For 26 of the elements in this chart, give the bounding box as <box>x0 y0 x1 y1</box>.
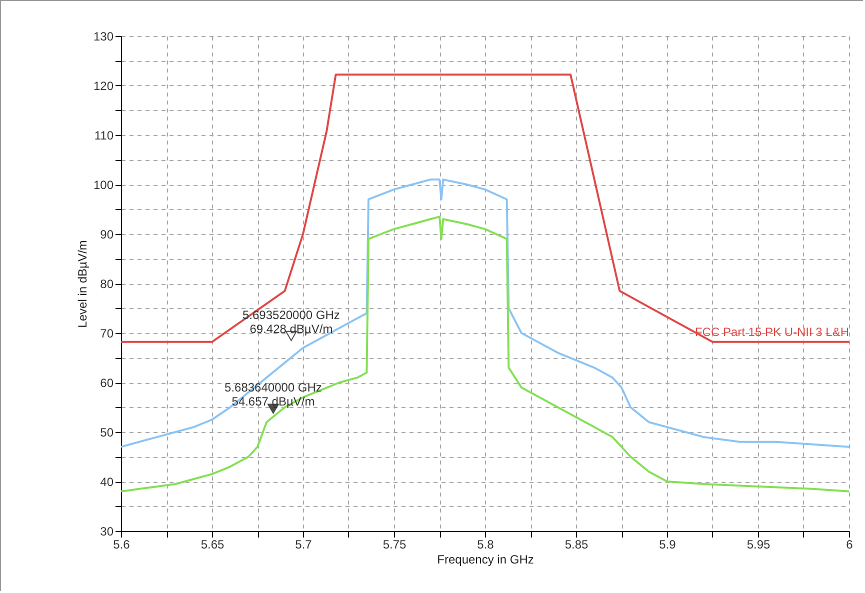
y-tick-label: 120 <box>93 79 114 93</box>
y-tick-label: 80 <box>100 277 114 291</box>
line-series <box>121 178 849 448</box>
y-tick-label: 100 <box>93 178 114 192</box>
x-tick-label: 5.85 <box>564 538 588 552</box>
y-tick-label: 110 <box>94 128 114 142</box>
x-axis-title: Frequency in GHz <box>437 552 534 566</box>
line-series <box>121 74 849 343</box>
y-tick-label: 30 <box>100 524 114 538</box>
y-tick-label: 130 <box>93 30 114 44</box>
y-tick-label: 60 <box>100 376 114 390</box>
series-label: FCC Part 15 PK U-NII 3 L&H <box>694 324 849 339</box>
x-tick-label: 5.65 <box>200 538 224 552</box>
y-tick-label: 70 <box>100 326 114 340</box>
x-tick-label: 5.9 <box>659 538 676 552</box>
x-tick-label: 5.6 <box>113 538 130 552</box>
x-tick-label: 6 <box>846 538 854 552</box>
x-tick-label: 5.8 <box>477 538 494 552</box>
y-tick-label: 50 <box>100 426 114 440</box>
line-series <box>121 216 849 492</box>
x-tick-label: 5.95 <box>746 538 770 552</box>
y-axis-title: Level in dBµV/m <box>75 240 90 328</box>
x-tick-label: 5.7 <box>295 538 312 552</box>
y-tick-label: 90 <box>100 228 114 242</box>
y-tick-label: 40 <box>100 475 114 489</box>
x-tick-label: 5.75 <box>382 538 406 552</box>
